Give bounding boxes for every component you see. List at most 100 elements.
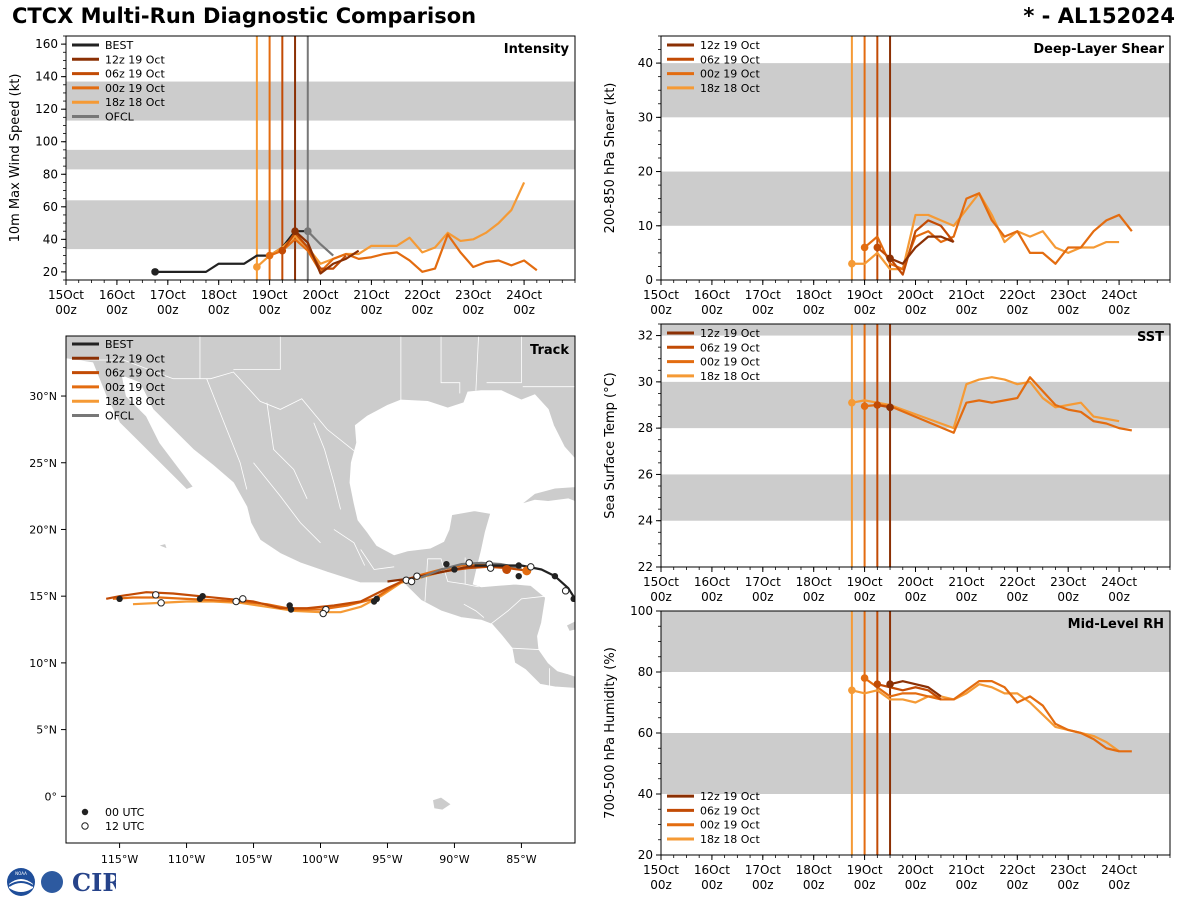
rh-series-start-point xyxy=(873,680,882,688)
border-line xyxy=(490,595,546,625)
intensity-xtick-label: 18Oct xyxy=(201,288,237,302)
rh-xtick-label: 00z xyxy=(854,878,876,892)
track-point-00utc xyxy=(451,566,458,573)
sst-xtick-label: 00z xyxy=(854,590,876,604)
rh-legend-label: 12z 19 Oct xyxy=(700,790,760,803)
shear-xtick-label: 00z xyxy=(1108,303,1130,317)
shear-legend-label: 18z 18 Oct xyxy=(700,82,760,95)
sst-ytick-label: 28 xyxy=(638,421,653,435)
intensity-ytick-label: 20 xyxy=(43,265,58,279)
shear-panel: 01020304015Oct00z16Oct00z17Oct00z18Oct00… xyxy=(603,35,1171,317)
track-legend-label: 00z 19 Oct xyxy=(105,381,165,394)
rh-band-0 xyxy=(661,733,1170,794)
rh-frame xyxy=(660,610,1171,856)
shear-xtick-label: 00z xyxy=(1007,303,1029,317)
rh-series-start-point xyxy=(886,680,894,688)
rh-xtick-label: 00z xyxy=(956,878,978,892)
intensity-xtick-label: 23Oct xyxy=(455,288,491,302)
track-xtick-label: 95°W xyxy=(372,853,402,866)
shear-series-line xyxy=(889,235,955,265)
intensity-legend-label: 06z 19 Oct xyxy=(105,68,165,81)
marker-legend-00utc xyxy=(81,808,89,816)
intensity-band-0 xyxy=(66,200,575,250)
intensity-xtick-label: 20Oct xyxy=(302,288,338,302)
track-point-00utc xyxy=(116,595,123,603)
shear-xtick-label: 17Oct xyxy=(745,288,781,302)
sst-xtick-label: 00z xyxy=(956,590,978,604)
track-ytick-label: 30°N xyxy=(29,390,57,403)
sst-xtick-label: 21Oct xyxy=(948,575,984,589)
sst-xtick-label: 00z xyxy=(803,590,825,604)
intensity-series-start-point xyxy=(265,251,274,260)
intensity-xtick-label: 19Oct xyxy=(252,288,288,302)
sst-xtick-label: 00z xyxy=(1108,590,1130,604)
intensity-legend-label: 00z 19 Oct xyxy=(105,82,165,95)
rh-legend-label: 06z 19 Oct xyxy=(700,804,760,817)
rh-xtick-label: 00z xyxy=(803,878,825,892)
rh-xtick-label: 19Oct xyxy=(847,863,883,877)
sst-xtick-label: 20Oct xyxy=(897,575,933,589)
shear-series-start-point xyxy=(860,243,869,252)
sst-xtick-label: 17Oct xyxy=(745,575,781,589)
shear-legend-label: 06z 19 Oct xyxy=(700,53,760,66)
intensity-legend-label: 18z 18 Oct xyxy=(105,96,165,109)
sst-xtick-label: 00z xyxy=(905,590,927,604)
intensity-title: Intensity xyxy=(504,42,570,57)
track-point-12utc xyxy=(232,597,240,606)
intensity-ytick-label: 80 xyxy=(43,167,58,181)
shear-band-1 xyxy=(661,63,1170,118)
shear-ytick-label: 10 xyxy=(638,219,653,233)
shear-legend-label: 12z 19 Oct xyxy=(700,39,760,52)
sst-ytick-label: 26 xyxy=(638,467,653,481)
shear-series-start-point xyxy=(848,259,856,268)
sst-legend-label: 18z 18 Oct xyxy=(700,370,760,383)
intensity-series-start-point xyxy=(253,263,261,271)
track-xtick-label: 85°W xyxy=(506,853,536,866)
border-line xyxy=(360,549,395,570)
intensity-xtick-label: 00z xyxy=(310,303,332,317)
intensity-band-2 xyxy=(66,81,575,121)
sst-xtick-label: 23Oct xyxy=(1050,575,1086,589)
small-island xyxy=(566,621,575,631)
shear-legend-label: 00z 19 Oct xyxy=(700,68,760,81)
intensity-band-1 xyxy=(66,149,575,170)
sst-series-start-point xyxy=(873,401,882,409)
shear-xtick-label: 21Oct xyxy=(948,288,984,302)
sst-ylabel: Sea Surface Temp (°C) xyxy=(603,372,618,519)
border-line xyxy=(475,336,479,391)
rh-xtick-label: 16Oct xyxy=(694,863,730,877)
intensity-xtick-label: 24Oct xyxy=(506,288,542,302)
shear-xtick-label: 15Oct xyxy=(643,288,679,302)
shear-xtick-label: 00z xyxy=(1057,303,1079,317)
rh-xtick-label: 23Oct xyxy=(1050,863,1086,877)
rh-xtick-label: 17Oct xyxy=(745,863,781,877)
border-line xyxy=(463,603,485,618)
border-line xyxy=(333,529,366,566)
track-xtick-label: 115°W xyxy=(101,853,138,866)
track-point-00utc xyxy=(287,606,295,613)
sst-panel: 22242628303215Oct00z16Oct00z17Oct00z18Oc… xyxy=(603,323,1171,604)
track-legend-label: OFCL xyxy=(105,410,135,423)
rh-ytick-label: 100 xyxy=(630,604,653,618)
rh-xtick-label: 21Oct xyxy=(948,863,984,877)
border-line xyxy=(233,336,281,370)
track-legend-label: BEST xyxy=(105,338,133,351)
track-point-12utc xyxy=(561,587,570,595)
sst-xtick-label: 24Oct xyxy=(1101,575,1137,589)
marker-legend-label: 00 UTC xyxy=(105,806,145,819)
track-point-00utc xyxy=(570,595,575,603)
shear-xtick-label: 16Oct xyxy=(694,288,730,302)
track-point-12utc xyxy=(319,609,327,618)
rh-xtick-label: 24Oct xyxy=(1101,863,1137,877)
rh-xtick-label: 00z xyxy=(905,878,927,892)
track-point-00utc xyxy=(551,572,559,580)
rh-legend-label: 00z 19 Oct xyxy=(700,819,760,832)
shear-xtick-label: 19Oct xyxy=(847,288,883,302)
rh-ytick-label: 80 xyxy=(638,665,653,679)
intensity-ytick-label: 40 xyxy=(43,232,58,246)
sst-xtick-label: 00z xyxy=(701,590,723,604)
intensity-xtick-label: 00z xyxy=(361,303,383,317)
rh-ytick-label: 20 xyxy=(638,848,653,862)
track-point-12utc xyxy=(407,577,416,586)
sst-series-line xyxy=(864,376,1133,434)
